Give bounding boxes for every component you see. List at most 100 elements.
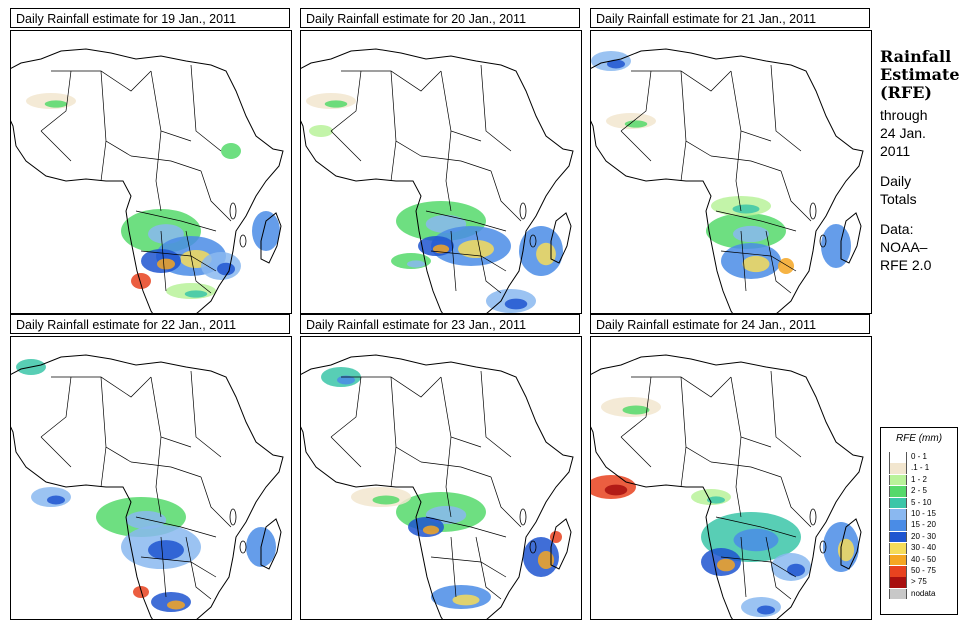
rainfall-core (733, 225, 769, 243)
country-border (425, 516, 507, 538)
country-border (130, 461, 202, 478)
lake-outline (529, 234, 537, 248)
map-panel-21-jan: Daily Rainfall estimate for 21 Jan., 201… (590, 8, 872, 314)
country-border (620, 70, 652, 132)
legend-swatch (889, 497, 907, 509)
country-border (620, 130, 652, 162)
country-border (135, 210, 217, 232)
country-border (100, 140, 107, 182)
heading-rfe: (RFE) (880, 83, 932, 102)
country-border (51, 376, 152, 398)
panel-title: Daily Rainfall estimate for 23 Jan., 201… (300, 314, 580, 334)
map-panel-24-jan: Daily Rainfall estimate for 24 Jan., 201… (590, 314, 872, 620)
legend-title: RFE (mm) (895, 433, 943, 444)
africa-map (10, 336, 292, 620)
rainfall-core (607, 59, 625, 69)
rainfall-core (537, 551, 555, 569)
country-border (445, 436, 452, 518)
country-border (40, 376, 72, 438)
panel-title: Daily Rainfall estimate for 22 Jan., 201… (10, 314, 290, 334)
rainfall-core (733, 528, 779, 552)
rainfall-core (707, 496, 725, 504)
madagascar-coastline (840, 212, 862, 264)
country-border (420, 155, 492, 172)
country-border (390, 140, 397, 182)
africa-map (590, 336, 872, 620)
country-border (200, 476, 232, 528)
panel-title: Daily Rainfall estimate for 21 Jan., 201… (590, 8, 870, 28)
country-border (740, 536, 747, 598)
rainfall-core (407, 260, 425, 268)
lake-outline (519, 202, 527, 220)
rainfall-area (221, 143, 241, 159)
country-border (425, 210, 507, 232)
legend-swatch (889, 588, 907, 600)
country-border (150, 70, 192, 142)
legend-label: 2 - 5 (911, 486, 928, 496)
country-border (631, 376, 732, 398)
lake-outline (529, 540, 537, 554)
rainfall-area (309, 125, 333, 137)
country-border (155, 130, 162, 212)
country-border (710, 461, 782, 478)
madagascar-coastline (260, 212, 282, 264)
legend-label: 0 - 1 (911, 452, 928, 461)
rainfall-core (452, 594, 480, 606)
text-totals: Totals (880, 191, 917, 207)
text-through: through (880, 107, 928, 123)
map-panel-20-jan: Daily Rainfall estimate for 20 Jan., 201… (300, 8, 582, 314)
rainfall-core (742, 255, 770, 273)
africa-coastline (591, 354, 864, 619)
rainfall-core (324, 100, 348, 108)
lake-outline (819, 540, 827, 554)
country-border (770, 64, 802, 152)
legend-swatch (889, 577, 907, 588)
country-border (440, 70, 482, 142)
text-noaa: NOAA– (880, 239, 928, 255)
country-border (430, 556, 507, 578)
africa-map (590, 30, 872, 314)
legend-swatch (889, 554, 907, 566)
heading-rainfall: Rainfall (880, 47, 952, 66)
country-border (490, 476, 522, 528)
country-border (631, 70, 732, 92)
country-border (740, 230, 747, 292)
legend-item: .1 - 1 (889, 463, 955, 474)
africa-coastline (11, 48, 284, 313)
madagascar-coastline (550, 212, 572, 264)
rainfall-area (550, 531, 562, 543)
text-year: 2011 (880, 143, 911, 159)
map-canvas (11, 48, 284, 313)
country-border (200, 170, 232, 222)
madagascar-coastline (550, 518, 572, 570)
heading-estimate: Estimate (880, 65, 960, 84)
lake-outline (809, 202, 817, 220)
legend-label: .1 - 1 (911, 463, 930, 473)
country-border (40, 70, 72, 132)
map-canvas (301, 354, 574, 619)
country-border (135, 516, 217, 538)
country-border (100, 446, 107, 488)
country-border (680, 140, 687, 182)
rainfall-core (47, 495, 65, 505)
country-border (715, 210, 797, 232)
legend-item: > 75 (889, 577, 955, 588)
madagascar-coastline (840, 518, 862, 570)
country-border (185, 536, 212, 600)
rainfall-core (458, 240, 494, 258)
rainfall-core (184, 290, 208, 298)
country-border (490, 170, 522, 222)
country-border (770, 370, 802, 458)
lake-outline (819, 234, 827, 248)
panel-title: Daily Rainfall estimate for 19 Jan., 201… (10, 8, 290, 28)
legend-swatch (889, 509, 907, 520)
country-border (735, 436, 742, 518)
country-border (620, 436, 652, 468)
country-border (780, 170, 812, 222)
country-border (730, 376, 772, 448)
legend-label: 5 - 10 (911, 497, 932, 507)
country-border (620, 376, 652, 438)
country-border (765, 230, 792, 294)
legend-label: 1 - 2 (911, 474, 928, 484)
